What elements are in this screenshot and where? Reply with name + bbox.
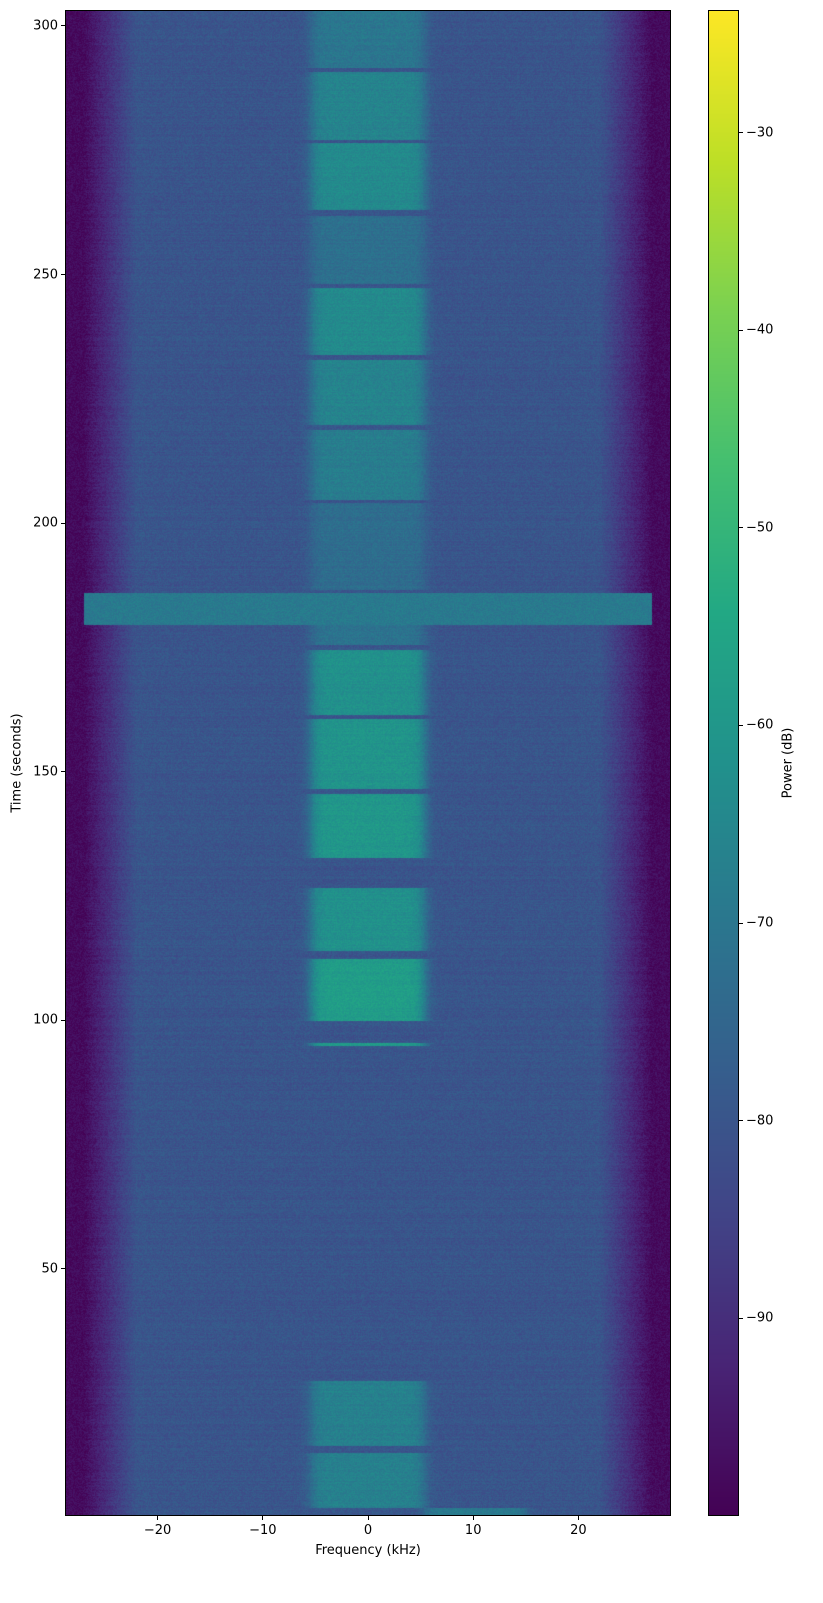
x-tick xyxy=(262,1516,264,1520)
colorbar-frame xyxy=(708,10,739,1516)
y-tick-label: 150 xyxy=(33,764,58,780)
y-tick-label: 50 xyxy=(41,1261,58,1277)
y-tick xyxy=(61,1019,65,1021)
colorbar-tick-label: −60 xyxy=(746,717,774,733)
x-tick-label: 0 xyxy=(363,1523,373,1538)
y-tick-label: 300 xyxy=(33,18,58,34)
colorbar-label: Power (dB) xyxy=(780,727,796,799)
colorbar-tick xyxy=(739,329,743,331)
y-tick-label: 250 xyxy=(33,267,58,282)
colorbar-tick-label: −90 xyxy=(746,1310,774,1326)
x-tick xyxy=(157,1516,159,1520)
colorbar-tick xyxy=(739,922,743,924)
colorbar xyxy=(708,10,739,1516)
colorbar-tick-label: −50 xyxy=(746,520,774,536)
y-tick xyxy=(61,274,65,275)
x-tick-label: 20 xyxy=(570,1523,587,1538)
x-tick-label: 10 xyxy=(464,1523,482,1538)
colorbar-tick xyxy=(739,724,743,726)
spectrogram-heatmap xyxy=(65,10,671,1516)
x-tick xyxy=(472,1516,474,1520)
y-tick xyxy=(61,522,65,524)
colorbar-tick-label: −40 xyxy=(746,322,774,338)
y-tick xyxy=(61,1268,65,1270)
plot-area xyxy=(65,10,671,1516)
x-tick-label: −10 xyxy=(249,1523,277,1538)
x-tick-label: −20 xyxy=(143,1523,172,1538)
x-tick xyxy=(367,1516,369,1520)
y-axis-label: Time (seconds) xyxy=(9,713,25,813)
colorbar-tick xyxy=(739,527,743,529)
x-tick xyxy=(577,1516,579,1520)
y-tick xyxy=(61,771,65,773)
y-tick-label: 200 xyxy=(33,515,58,531)
y-tick xyxy=(61,25,65,27)
x-axis-label: Frequency (kHz) xyxy=(315,1543,421,1558)
colorbar-tick-label: −80 xyxy=(746,1113,774,1129)
colorbar-tick xyxy=(739,1120,743,1122)
colorbar-tick-label: −70 xyxy=(746,915,774,931)
colorbar-tick xyxy=(739,132,743,134)
y-tick-label: 100 xyxy=(33,1012,58,1028)
colorbar-tick-label: −30 xyxy=(746,125,774,141)
colorbar-tick xyxy=(739,1317,743,1319)
